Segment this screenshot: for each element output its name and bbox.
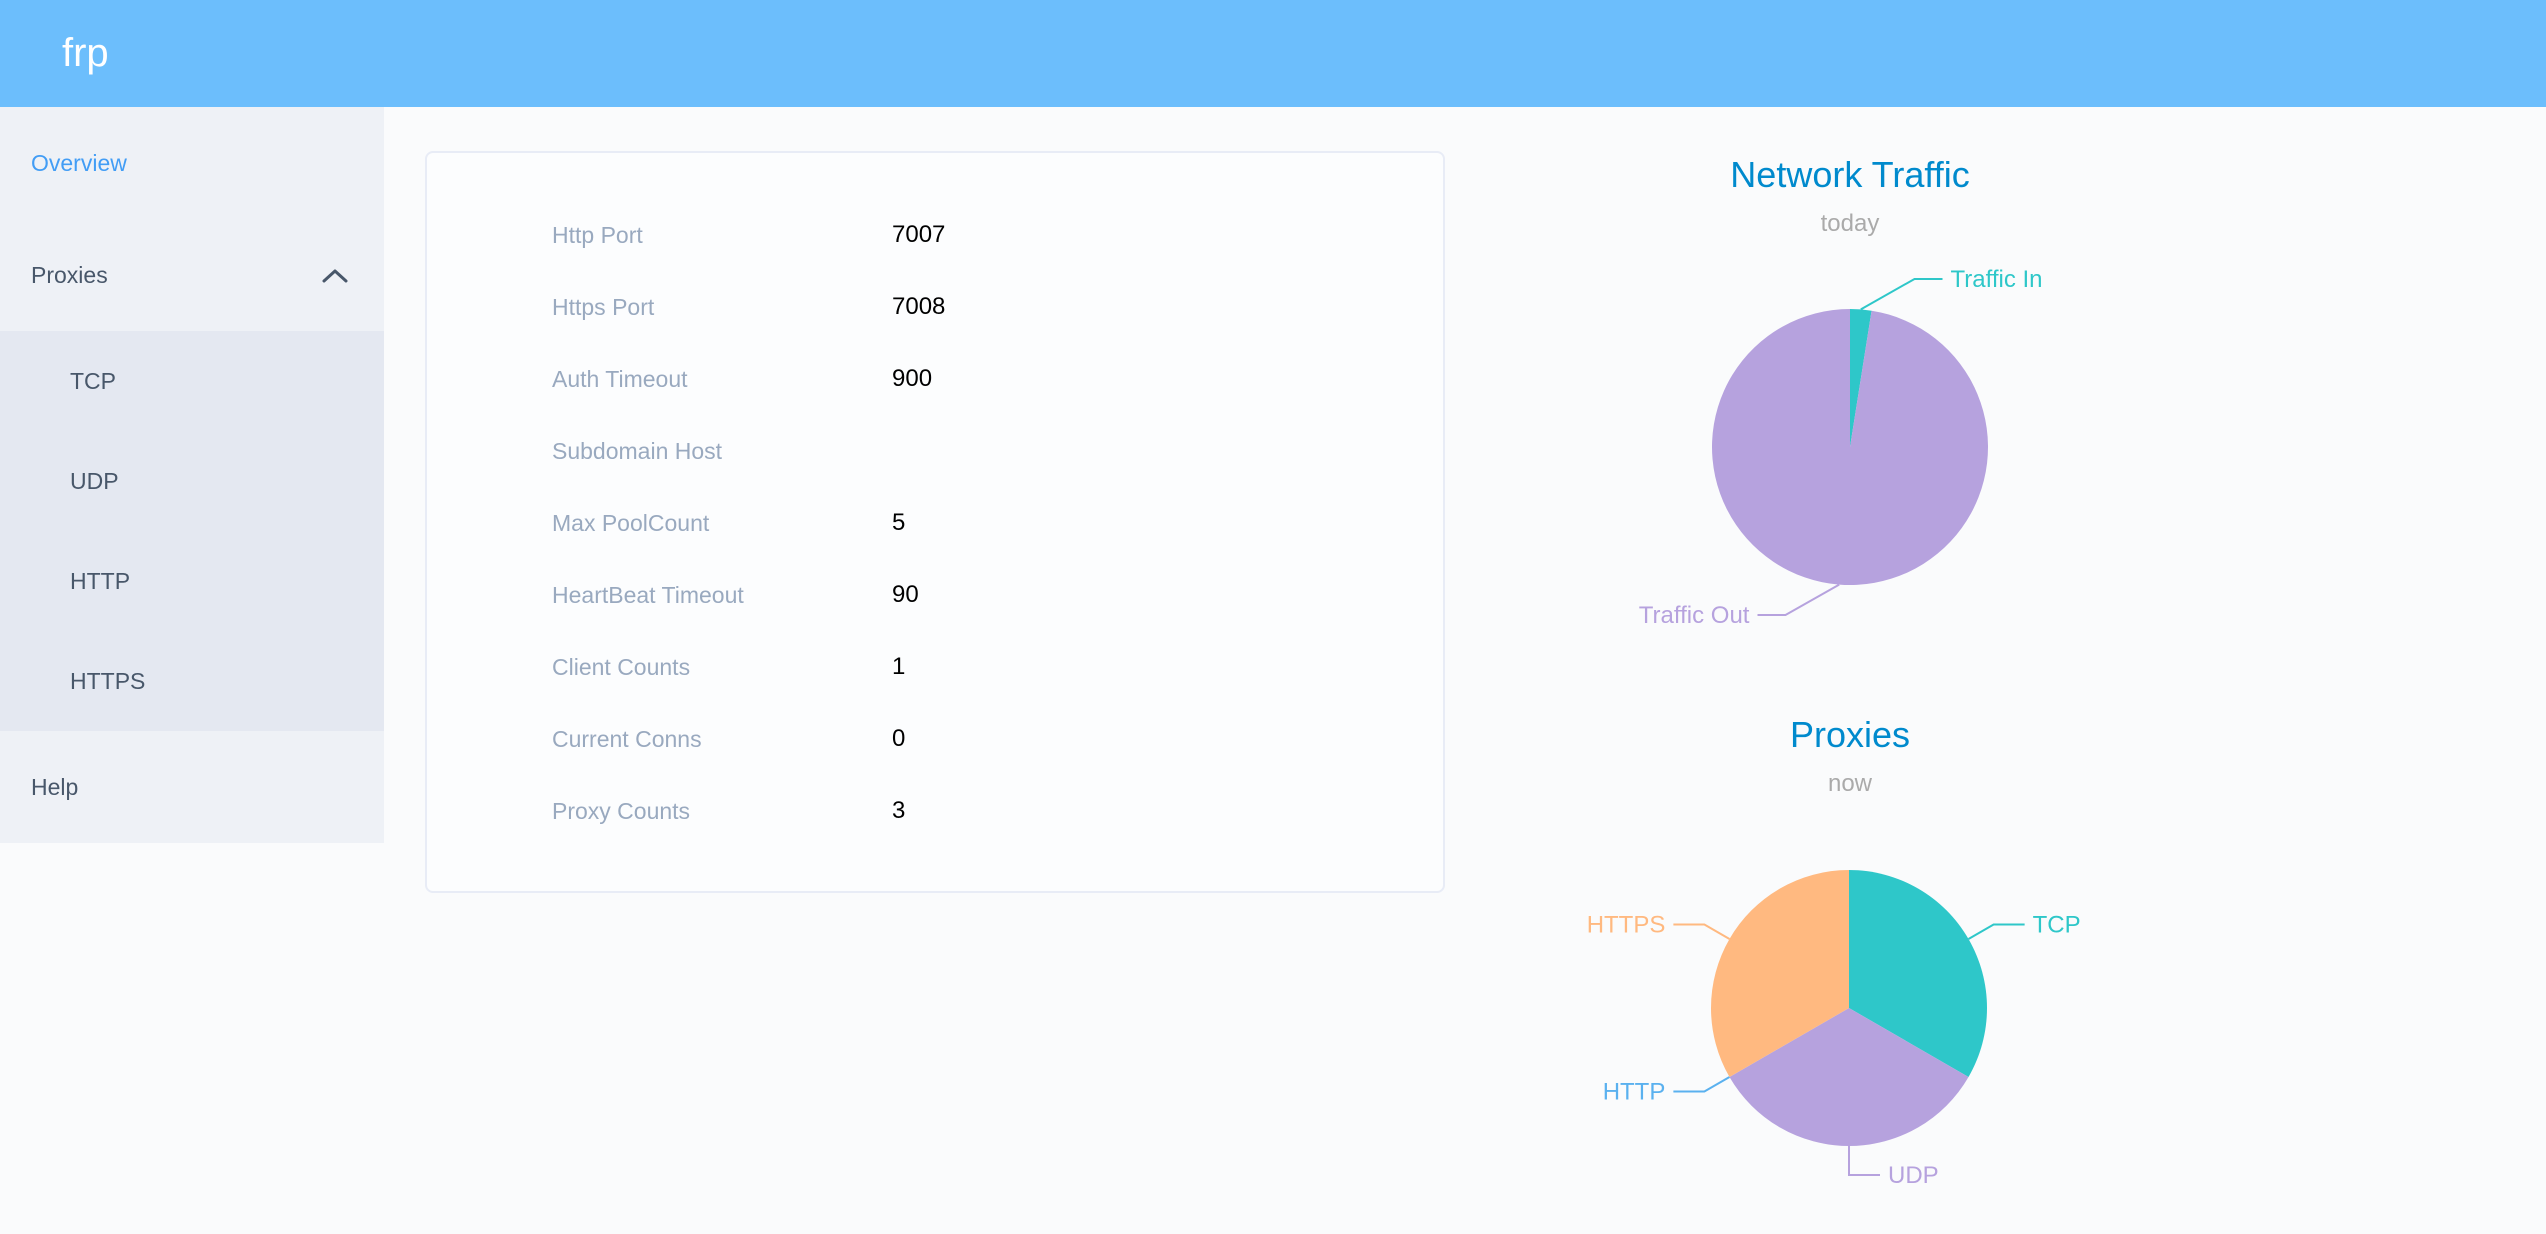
sidebar-item-label: Overview (31, 150, 127, 176)
chart-subtitle: today (1820, 210, 1880, 237)
chart-title: Network Traffic (1730, 154, 1970, 195)
pie-slice-traffic-out[interactable] (1712, 309, 1988, 585)
pie-slice-tcp[interactable] (1849, 870, 1987, 1077)
table-row: Auth Timeout 900 (427, 343, 1443, 415)
table-row: Https Port 7008 (427, 271, 1443, 343)
row-label: Current Conns (552, 725, 702, 752)
pie-label-udp: UDP (1888, 1162, 1939, 1189)
table-row: HeartBeat Timeout 90 (427, 559, 1443, 631)
sidebar-item-label: Help (31, 774, 79, 800)
pie-chart-svg: Traffic In Traffic Out (1639, 266, 2043, 629)
pie-slice-https[interactable] (1711, 870, 1849, 1077)
row-value: 90 (892, 581, 919, 608)
row-label: Client Counts (552, 653, 691, 680)
sidebar-item-tcp[interactable]: TCP (70, 368, 116, 394)
frp-logo: frp (62, 31, 109, 75)
chevron-up-icon (322, 269, 348, 283)
chart-subtitle: now (1827, 770, 1873, 797)
row-value: 0 (892, 725, 906, 752)
sidebar-item-label: Proxies (31, 262, 108, 288)
pie-label-line-http (1673, 1076, 1730, 1093)
table-row: Subdomain Host (427, 415, 1443, 487)
sidebar-item-udp[interactable]: UDP (70, 468, 119, 494)
sidebar: Overview Proxies TCP UDP HTTP HTTPS Help (0, 107, 384, 843)
table-row: Proxy Counts 3 (427, 775, 1443, 847)
pie-label-line-traffic-in (1860, 277, 1943, 311)
row-value: 900 (892, 365, 933, 392)
row-label: Subdomain Host (552, 437, 723, 464)
pie-slice-traffic-in[interactable] (1850, 309, 1872, 447)
row-label: Http Port (552, 221, 643, 248)
row-value: 5 (892, 509, 906, 536)
chart-title: Proxies (1789, 714, 1911, 755)
pie-label-line-traffic-out (1757, 583, 1840, 617)
pie-label-traffic-out: Traffic Out (1639, 602, 1750, 629)
overview-card: Http Port 7007 Https Port 7008 Auth Time… (425, 151, 1445, 893)
row-label: HeartBeat Timeout (552, 581, 744, 608)
pie-label-line-https (1673, 923, 1730, 940)
pie-label-tcp: TCP (2033, 912, 2081, 939)
sidebar-item-proxies[interactable]: Proxies (0, 219, 384, 331)
network-traffic-chart: Network Traffic today Traffic In Traffic … (1400, 120, 2300, 680)
pie-chart-svg: TCP UDP HTTP HTTPS (1587, 870, 2081, 1189)
pie-label-https: HTTPS (1587, 912, 1666, 939)
pie-slice-udp[interactable] (1729, 1008, 1969, 1146)
table-row: Http Port 7007 (427, 199, 1443, 271)
row-value: 7008 (892, 293, 946, 320)
sidebar-item-http[interactable]: HTTP (70, 568, 131, 594)
sidebar-submenu: TCP UDP HTTP HTTPS (0, 331, 384, 731)
sidebar-item-https[interactable]: HTTPS (70, 668, 146, 694)
pie-label-line-tcp (1968, 923, 2025, 940)
row-label: Max PoolCount (552, 509, 710, 536)
row-label: Https Port (552, 293, 655, 320)
row-value: 7007 (892, 221, 946, 248)
sidebar-item-overview[interactable]: Overview (0, 107, 384, 219)
proxies-chart: Proxies now TCP UDP HTTP HTTPS (1400, 680, 2300, 1234)
pie-label-http: HTTP (1603, 1079, 1666, 1106)
table-row: Client Counts 1 (427, 631, 1443, 703)
app-header: frp (0, 0, 2546, 107)
row-value: 3 (892, 797, 906, 824)
table-row: Max PoolCount 5 (427, 487, 1443, 559)
sidebar-item-help[interactable]: Help (0, 731, 384, 843)
table-row: Current Conns 0 (427, 703, 1443, 775)
row-label: Proxy Counts (552, 797, 691, 824)
pie-label-traffic-in: Traffic In (1951, 266, 2043, 293)
pie-label-line-udp (1848, 1146, 1880, 1176)
row-value: 1 (892, 653, 906, 680)
row-label: Auth Timeout (552, 365, 688, 392)
